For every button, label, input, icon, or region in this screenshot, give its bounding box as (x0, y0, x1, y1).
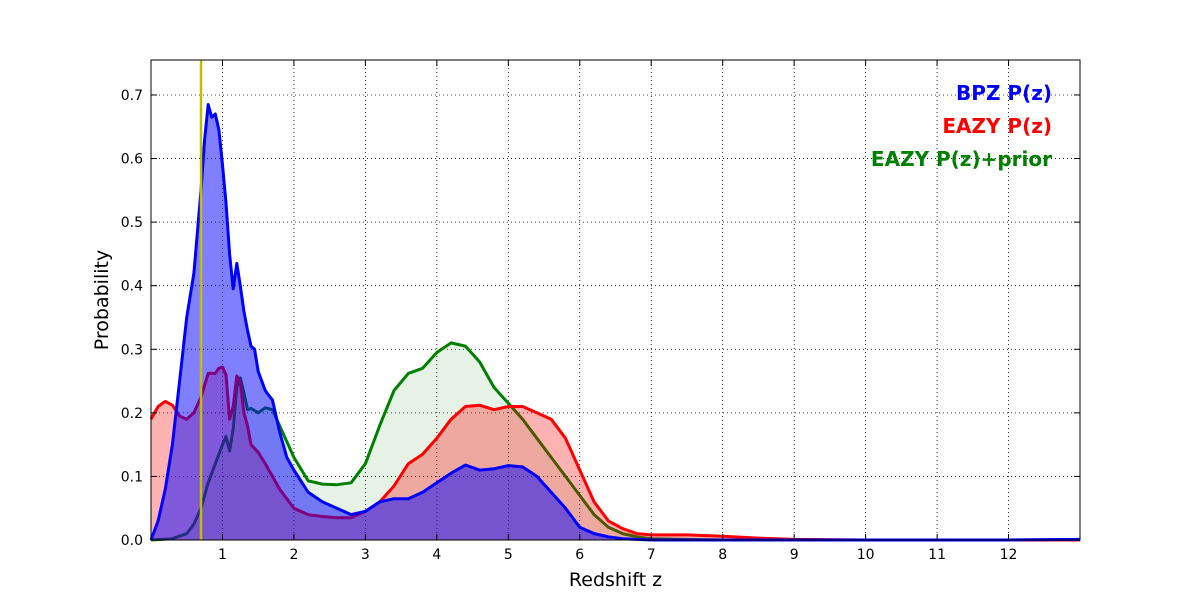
x-tick-label: 9 (790, 547, 799, 563)
series-line-bpz-p-z (149, 103, 1081, 542)
x-tick-label: 10 (857, 547, 875, 563)
y-tick-label: 0.2 (121, 406, 143, 422)
y-tick-label: 0.5 (121, 215, 143, 231)
x-tick-label: 5 (504, 547, 513, 563)
series-layer (149, 103, 1081, 542)
series-area-eazy-p-z-prior (151, 342, 1080, 540)
y-tick-label: 0.1 (121, 469, 143, 485)
x-tick-label: 2 (289, 547, 298, 563)
y-axis-label: Probability (91, 250, 113, 350)
x-tick-label: 11 (928, 547, 946, 563)
x-tick-label: 12 (1000, 547, 1018, 563)
legend-entry: EAZY P(z) (942, 114, 1052, 138)
x-tick-label: 3 (361, 547, 370, 563)
y-tick-label: 0.3 (121, 342, 143, 358)
y-tick-label: 0.6 (121, 152, 143, 168)
series-area-bpz-p-z (151, 104, 1080, 540)
y-tick-label: 0.4 (121, 279, 143, 295)
axis-ticks: 1 2 3 4 5 6 7 8 9 10 11 120.00.10.20.30.40.50.60.7 (121, 60, 1080, 563)
y-tick-label: 0.0 (121, 533, 143, 549)
x-tick-label: 8 (718, 547, 727, 563)
plot-frame (150, 59, 1081, 541)
legend-entry: EAZY P(z)+prior (871, 147, 1052, 171)
x-tick-label: 7 (647, 547, 656, 563)
x-axis-label: Redshift z (569, 569, 662, 591)
y-tick-label: 0.7 (121, 88, 143, 104)
x-tick-label: 1 (218, 547, 227, 563)
x-tick-label: 6 (575, 547, 584, 563)
x-tick-label: 4 (432, 547, 441, 563)
legend-entry: BPZ P(z) (956, 81, 1052, 105)
legend: BPZ P(z) EAZY P(z) EAZY P(z)+prior (871, 81, 1052, 171)
